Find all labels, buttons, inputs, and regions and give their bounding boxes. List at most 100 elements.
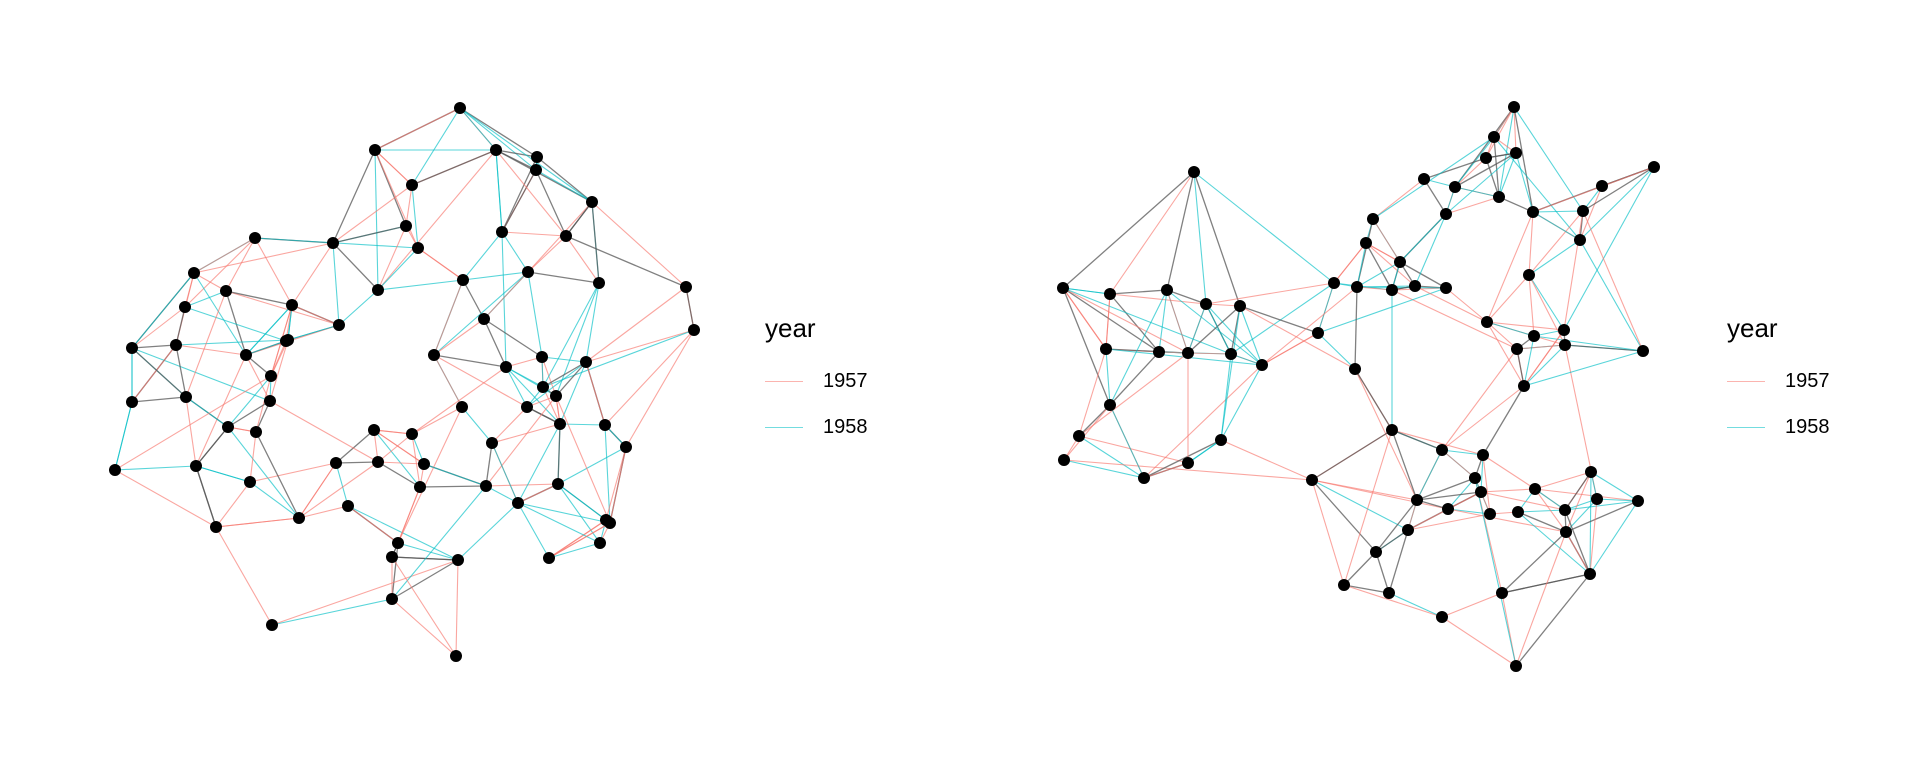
- edge: [1498, 196, 1534, 213]
- edge: [1480, 454, 1484, 493]
- edge: [505, 366, 528, 408]
- edge: [114, 375, 272, 471]
- edge: [1365, 242, 1416, 287]
- edge: [1375, 529, 1409, 553]
- node: [1488, 131, 1500, 143]
- node: [688, 324, 700, 336]
- node: [1596, 180, 1608, 192]
- node-layer: [1057, 101, 1660, 672]
- node: [1449, 181, 1461, 193]
- edge: [433, 279, 464, 356]
- edge: [527, 235, 567, 273]
- edge: [332, 149, 376, 244]
- node: [452, 554, 464, 566]
- edge: [332, 184, 413, 244]
- edge: [397, 406, 463, 544]
- edge: [1391, 429, 1484, 456]
- edge: [548, 519, 607, 559]
- node: [490, 144, 502, 156]
- edge: [195, 354, 247, 467]
- edge: [591, 201, 687, 288]
- edge: [1564, 471, 1592, 511]
- node: [457, 274, 469, 286]
- edge: [193, 272, 227, 292]
- node: [450, 650, 462, 662]
- edge: [255, 375, 272, 433]
- edge: [291, 304, 340, 326]
- legend-left: year 1957 1958: [765, 313, 925, 450]
- edge: [1515, 573, 1591, 667]
- legend-title: year: [765, 313, 816, 343]
- edge: [225, 290, 293, 306]
- node: [327, 237, 339, 249]
- edge: [483, 318, 543, 358]
- edge: [501, 231, 567, 237]
- node: [1370, 546, 1382, 558]
- edge: [1365, 242, 1393, 291]
- node: [1394, 256, 1406, 268]
- legend-label-1957: 1957: [823, 369, 868, 392]
- edge: [225, 290, 340, 326]
- edge: [1579, 166, 1655, 241]
- edge: [517, 502, 611, 524]
- edge: [175, 344, 187, 398]
- edge: [501, 231, 529, 273]
- edge: [1143, 439, 1222, 479]
- edge: [1187, 305, 1241, 354]
- edge: [1528, 274, 1535, 337]
- edge: [565, 201, 593, 237]
- edge: [527, 271, 543, 358]
- edge: [1109, 289, 1168, 406]
- edge: [604, 329, 695, 426]
- edge: [559, 361, 587, 425]
- node: [126, 342, 138, 354]
- node: [486, 437, 498, 449]
- node: [369, 144, 381, 156]
- edge: [184, 290, 227, 308]
- edge: [555, 282, 600, 397]
- edge: [184, 237, 256, 308]
- edge: [411, 433, 421, 488]
- node: [1411, 494, 1423, 506]
- node: [240, 349, 252, 361]
- edge: [338, 289, 379, 326]
- edge: [1533, 335, 1644, 352]
- edge: [255, 431, 300, 519]
- legend-entry-1958: 1958: [1727, 404, 1887, 450]
- edge: [559, 423, 606, 426]
- legend-entry-1957: 1957: [1727, 358, 1887, 404]
- node: [406, 428, 418, 440]
- node: [536, 351, 548, 363]
- edge: [114, 401, 133, 471]
- node: [1632, 495, 1644, 507]
- edge: [1311, 479, 1409, 531]
- edge: [1563, 166, 1655, 331]
- edge: [462, 271, 529, 281]
- edge: [1565, 531, 1591, 575]
- node: [1058, 454, 1070, 466]
- edge: [227, 400, 271, 428]
- edge: [193, 272, 247, 356]
- edge: [377, 461, 425, 465]
- edge: [397, 542, 459, 561]
- edge: [585, 286, 687, 363]
- edge: [1579, 185, 1603, 241]
- node: [342, 500, 354, 512]
- node: [1510, 660, 1522, 672]
- node: [333, 319, 345, 331]
- edge: [1564, 344, 1644, 352]
- edge: [1423, 157, 1487, 180]
- edge: [374, 107, 461, 151]
- node: [372, 284, 384, 296]
- edge: [1516, 348, 1525, 387]
- node: [1418, 173, 1430, 185]
- edge: [1480, 491, 1566, 511]
- edge: [373, 429, 413, 435]
- node: [368, 424, 380, 436]
- edge: [1062, 287, 1111, 406]
- edge: [254, 237, 293, 306]
- edge: [1516, 344, 1566, 350]
- edge: [1564, 509, 1591, 575]
- edge: [1343, 429, 1393, 586]
- edge: [1109, 293, 1160, 353]
